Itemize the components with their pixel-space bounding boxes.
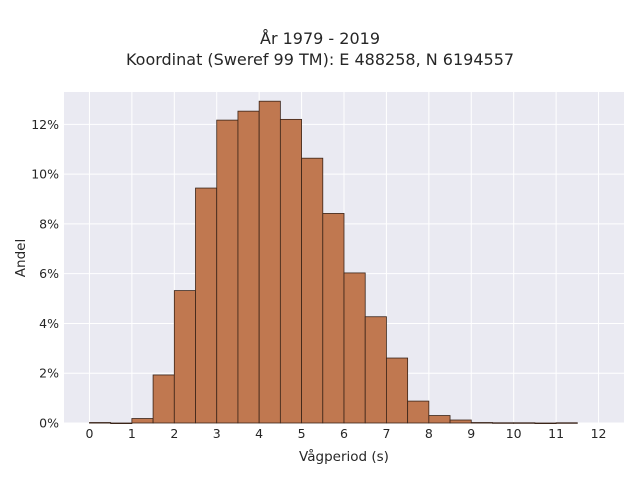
histogram-bar [301, 157, 324, 424]
x-axis-ticks: 0 1 2 3 4 5 6 7 8 9 10 11 12 [85, 426, 606, 441]
chart-title-line1: År 1979 - 2019 [260, 29, 380, 48]
x-tick-label: 10 [506, 426, 522, 441]
x-tick-label: 11 [548, 426, 564, 441]
y-tick-label: 8% [39, 216, 59, 231]
x-tick-label: 7 [382, 426, 390, 441]
y-tick-label: 2% [39, 366, 59, 381]
histogram-bar [449, 419, 472, 424]
y-tick-label: 0% [39, 416, 59, 431]
histogram-bar [470, 422, 493, 424]
histogram-bar [195, 187, 218, 424]
y-axis-ticks: 0% 2% 4% 6% 8% 10% 12% [31, 117, 59, 431]
histogram-bar [131, 418, 154, 424]
x-tick-label: 3 [213, 426, 221, 441]
x-tick-label: 9 [467, 426, 475, 441]
histogram-bar [279, 118, 302, 424]
y-axis-label: Andel [13, 239, 29, 277]
histogram-bar [513, 422, 536, 424]
x-tick-label: 4 [255, 426, 263, 441]
histogram-bar [89, 422, 112, 424]
histogram-bar [428, 415, 451, 424]
histogram-bar [534, 422, 557, 425]
x-tick-label: 8 [425, 426, 433, 441]
chart-title-line2: Koordinat (Sweref 99 TM): E 488258, N 61… [125, 50, 515, 69]
histogram-bar [407, 400, 430, 424]
x-axis-label: Vågperiod (s) [299, 448, 389, 465]
x-tick-label: 2 [170, 426, 178, 441]
x-tick-label: 6 [340, 426, 348, 441]
y-tick-label: 10% [31, 167, 59, 182]
histogram-bar [152, 374, 175, 424]
histogram-bar [364, 316, 387, 424]
histogram-bar [555, 422, 578, 424]
histogram-bars [89, 100, 578, 425]
histogram-bar [492, 422, 515, 424]
y-tick-label: 6% [39, 266, 59, 281]
histogram-bar [110, 422, 133, 425]
histogram-bar [237, 110, 260, 424]
histogram-bar [216, 119, 239, 424]
y-tick-label: 12% [31, 117, 59, 132]
histogram-bar [322, 213, 345, 424]
x-tick-label: 1 [128, 426, 136, 441]
y-tick-label: 4% [39, 316, 59, 331]
histogram-bar [173, 290, 196, 424]
histogram-bar [258, 100, 281, 424]
histogram-bar [343, 272, 366, 424]
x-tick-label: 12 [591, 426, 607, 441]
x-tick-label: 5 [298, 426, 306, 441]
histogram-bar [386, 357, 409, 424]
x-tick-label: 0 [85, 426, 93, 441]
